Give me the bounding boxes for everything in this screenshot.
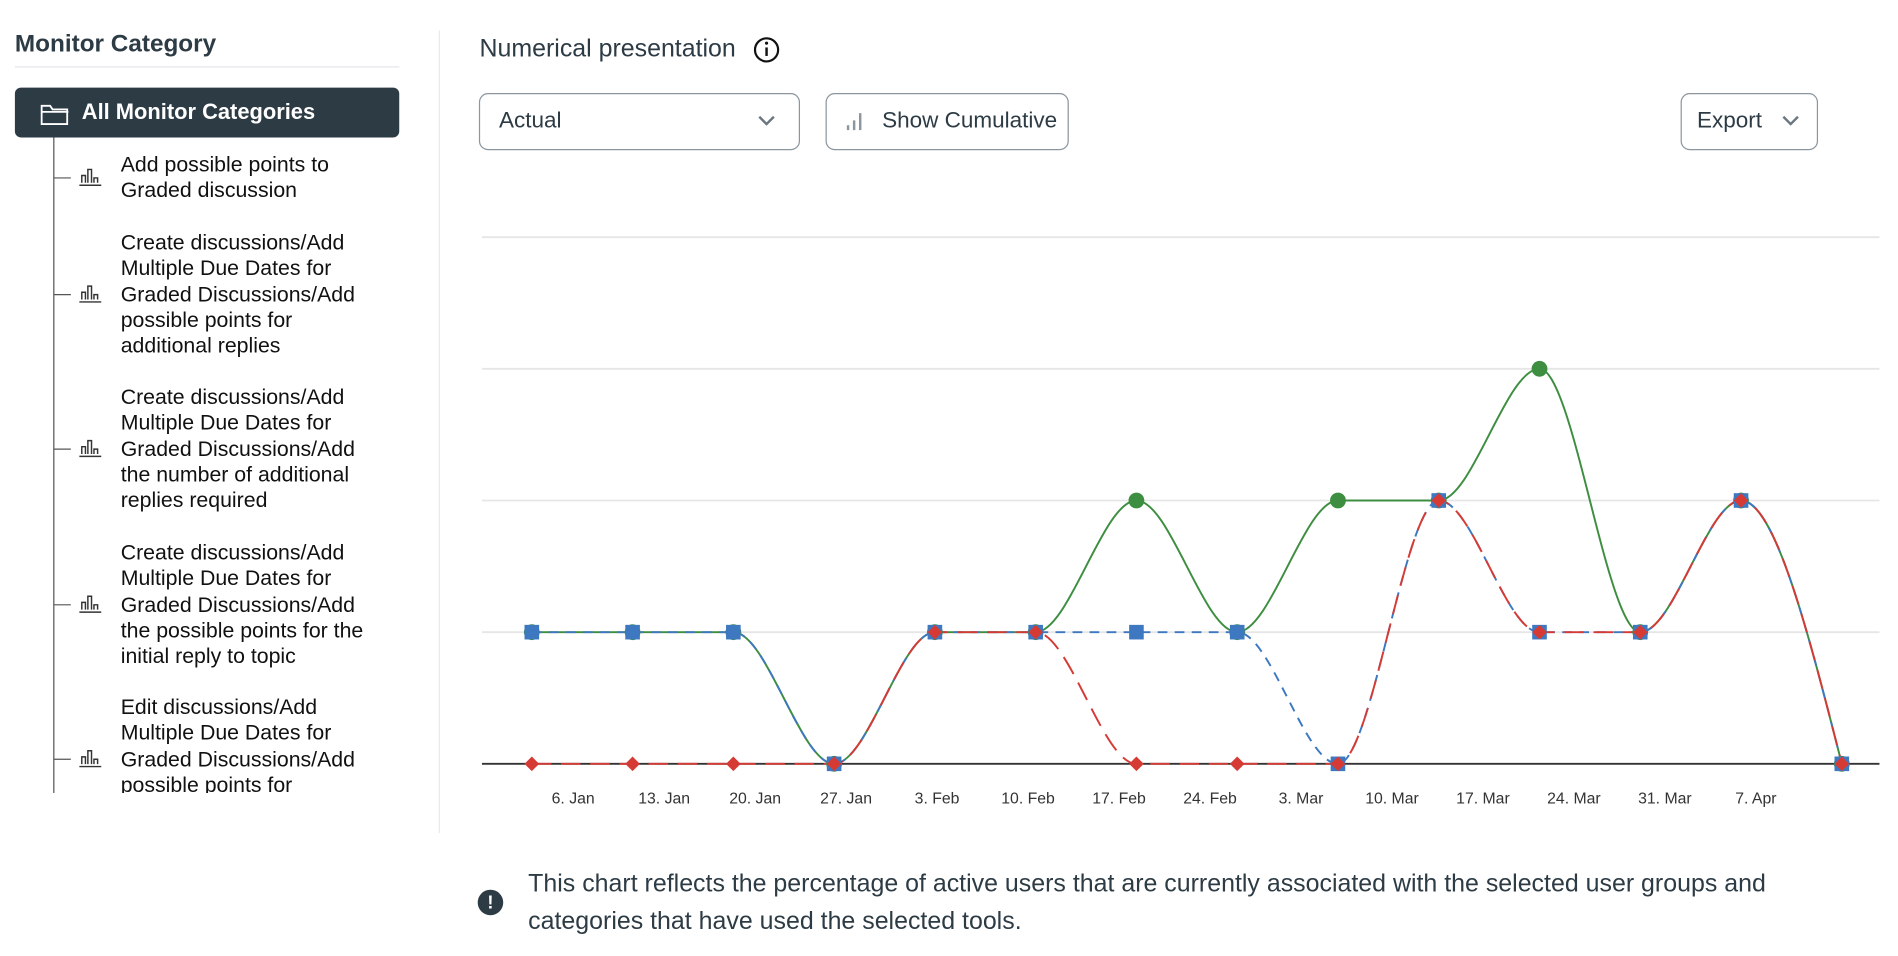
chart-icon — [79, 168, 102, 186]
chevron — [1782, 115, 1799, 126]
point — [1632, 624, 1648, 640]
point — [1229, 756, 1245, 772]
category-item[interactable]: Create discussions/Add Multiple Due Date… — [121, 230, 383, 364]
x-tick-label: 17. Feb — [1092, 790, 1146, 807]
x-tick-label: 13. Jan — [638, 790, 690, 807]
point — [1028, 624, 1043, 640]
category-item[interactable]: Edit discussions/Add Multiple Due Dates … — [121, 694, 383, 793]
point — [726, 624, 741, 640]
bars-icon — [846, 113, 862, 131]
point — [1128, 492, 1145, 509]
category-item[interactable]: Add possible points to Graded discussion — [121, 152, 383, 209]
alert-icon: ! — [487, 892, 493, 913]
chart-icon — [79, 750, 102, 768]
info-icon — [764, 41, 769, 45]
x-tick-label: 10. Feb — [1001, 790, 1055, 807]
chart-icon — [79, 595, 102, 613]
section-title: Numerical presentation — [480, 34, 736, 62]
point — [1330, 492, 1346, 509]
note-box: This chart reflects the percentage of ac… — [528, 869, 1766, 936]
x-tick-label: 31. Mar — [1638, 790, 1692, 807]
point — [524, 756, 540, 772]
point — [1431, 493, 1447, 508]
x-tick-label: 24. Mar — [1547, 790, 1601, 807]
point — [927, 624, 943, 640]
point — [625, 756, 640, 772]
category-item[interactable]: Create discussions/Add Multiple Due Date… — [121, 384, 383, 518]
chevron — [758, 115, 775, 126]
series-line — [531, 499, 1843, 765]
category-list: Add possible points to Graded discussion… — [53, 152, 383, 793]
category-item[interactable]: Create discussions/Add Multiple Due Date… — [121, 540, 383, 674]
cumulative-button[interactable] — [825, 93, 1069, 151]
chart-icon — [79, 439, 102, 458]
x-tick-label: 7. Apr — [1735, 790, 1776, 807]
point — [726, 756, 741, 772]
dropdown[interactable] — [478, 93, 801, 151]
folder-icon — [40, 104, 69, 125]
x-tick-label: 6. Jan — [552, 790, 595, 807]
x-tick-label: 27. Jan — [820, 790, 872, 807]
x-tick-label: 24. Feb — [1183, 790, 1237, 807]
category-label: Create discussions/Add Multiple Due Date… — [120, 229, 355, 358]
info-icon[interactable] — [753, 37, 780, 63]
button-label: Show Cumulative — [882, 108, 1057, 133]
x-tick-label: 3. Mar — [1279, 790, 1324, 807]
x-tick-label: 20. Jan — [729, 790, 781, 807]
root-label: All Monitor Categories — [82, 99, 315, 124]
root-category[interactable] — [14, 87, 400, 138]
category-label: Create discussions/Add Multiple Due Date… — [120, 540, 364, 668]
category-label: Create discussions/Add Multiple Due Date… — [120, 384, 355, 513]
point — [625, 624, 640, 640]
chart: 6. Jan 13. Jan 20. Jan 27. Jan 3. Feb 10. Feb… — [481, 236, 1880, 807]
x-tick-label: 3. Feb — [915, 790, 960, 807]
point — [524, 624, 540, 640]
point — [1733, 493, 1749, 508]
series-line — [531, 367, 1843, 765]
point — [1531, 360, 1548, 377]
note: This chart reflects the percentage of ac… — [528, 869, 1766, 936]
point — [1834, 756, 1850, 772]
export-button[interactable] — [1680, 93, 1819, 151]
category-label: Edit discussions/Add Multiple Due Dates … — [120, 694, 355, 794]
sidebar-title: Monitor Category — [15, 30, 217, 57]
dropdown-value: Actual — [499, 108, 562, 133]
category-label: Add possible points to Graded discussion — [120, 152, 329, 203]
x-tick-label: 10. Mar — [1365, 790, 1419, 807]
x-tick-label: 17. Mar — [1456, 790, 1510, 807]
point — [1129, 756, 1144, 772]
point — [1129, 624, 1144, 640]
alert-icon — [477, 889, 504, 916]
export-label: Export — [1697, 108, 1763, 133]
point — [1229, 624, 1245, 640]
chart-icon — [79, 285, 102, 303]
point — [826, 756, 842, 772]
